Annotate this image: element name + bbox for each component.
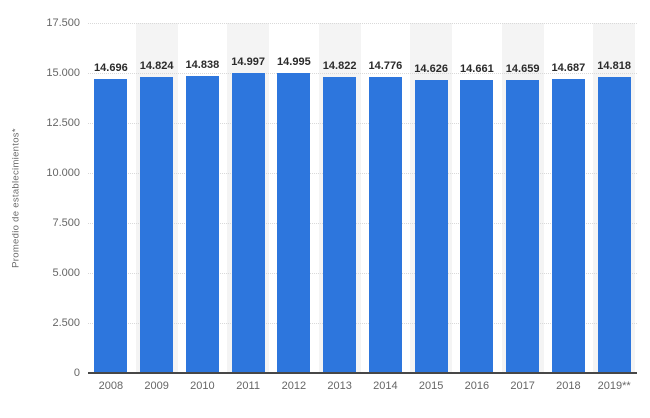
bar-2016[interactable] bbox=[460, 79, 494, 373]
value-label: 14.687 bbox=[551, 62, 586, 75]
x-tick-label: 2009 bbox=[144, 380, 169, 392]
gridline bbox=[88, 323, 637, 324]
x-tick-label: 2014 bbox=[373, 380, 398, 392]
bar-2017[interactable] bbox=[506, 79, 540, 373]
x-tick-label: 2012 bbox=[281, 380, 307, 392]
bar-2014[interactable] bbox=[368, 77, 402, 373]
y-tick-label: 12.500 bbox=[46, 116, 80, 129]
x-tick-label: 2019** bbox=[597, 380, 631, 392]
value-label: 14.776 bbox=[368, 60, 403, 73]
value-label: 14.626 bbox=[414, 63, 448, 76]
bar-2009[interactable] bbox=[140, 76, 174, 373]
x-tick-label: 2010 bbox=[190, 380, 215, 392]
bar-2013[interactable] bbox=[323, 76, 357, 373]
y-tick-label: 2.500 bbox=[52, 316, 80, 329]
gridline bbox=[88, 223, 637, 224]
x-axis-line bbox=[88, 372, 637, 374]
y-tick-label: 17.500 bbox=[46, 16, 80, 29]
y-axis-title: Promedio de establecimientos* bbox=[10, 128, 22, 268]
x-tick-label: 2013 bbox=[327, 380, 352, 392]
y-tick-label: 5.000 bbox=[52, 266, 80, 279]
value-label: 14.822 bbox=[322, 59, 357, 72]
bar-2019**[interactable] bbox=[597, 76, 631, 373]
x-tick-label: 2008 bbox=[98, 380, 124, 392]
y-tick-label: 0 bbox=[73, 366, 80, 379]
gridline bbox=[88, 173, 637, 174]
gridline bbox=[88, 73, 637, 74]
value-label: 14.824 bbox=[139, 59, 174, 72]
bar-2008[interactable] bbox=[94, 79, 128, 373]
x-tick-label: 2017 bbox=[510, 380, 535, 392]
x-tick-label: 2018 bbox=[556, 380, 581, 392]
value-label: 14.995 bbox=[277, 56, 311, 69]
value-label: 14.661 bbox=[460, 62, 494, 75]
x-tick-label: 2011 bbox=[236, 380, 260, 392]
value-label: 14.659 bbox=[505, 62, 540, 75]
bar-2010[interactable] bbox=[185, 76, 219, 373]
value-label: 14.838 bbox=[185, 59, 220, 72]
bar-2015[interactable] bbox=[414, 80, 448, 373]
value-label: 14.696 bbox=[94, 62, 128, 75]
gridline bbox=[88, 123, 637, 124]
plot-area: 14.696 14.824 14.838 14.997 14.995 14.822 14.7… bbox=[88, 23, 637, 373]
bar-2018[interactable] bbox=[551, 79, 585, 373]
y-tick-label: 7.500 bbox=[52, 216, 80, 229]
value-label: 14.818 bbox=[597, 59, 631, 72]
x-tick-label: 2016 bbox=[464, 380, 490, 392]
bar-2012[interactable] bbox=[277, 73, 311, 373]
y-tick-label: 15.000 bbox=[46, 66, 80, 79]
y-tick-label: 10.000 bbox=[46, 166, 80, 179]
value-label: 14.997 bbox=[231, 56, 265, 69]
gridline bbox=[88, 23, 637, 24]
bar-2011[interactable] bbox=[231, 73, 265, 373]
gridline bbox=[88, 273, 637, 274]
x-tick-label: 2015 bbox=[418, 380, 444, 392]
